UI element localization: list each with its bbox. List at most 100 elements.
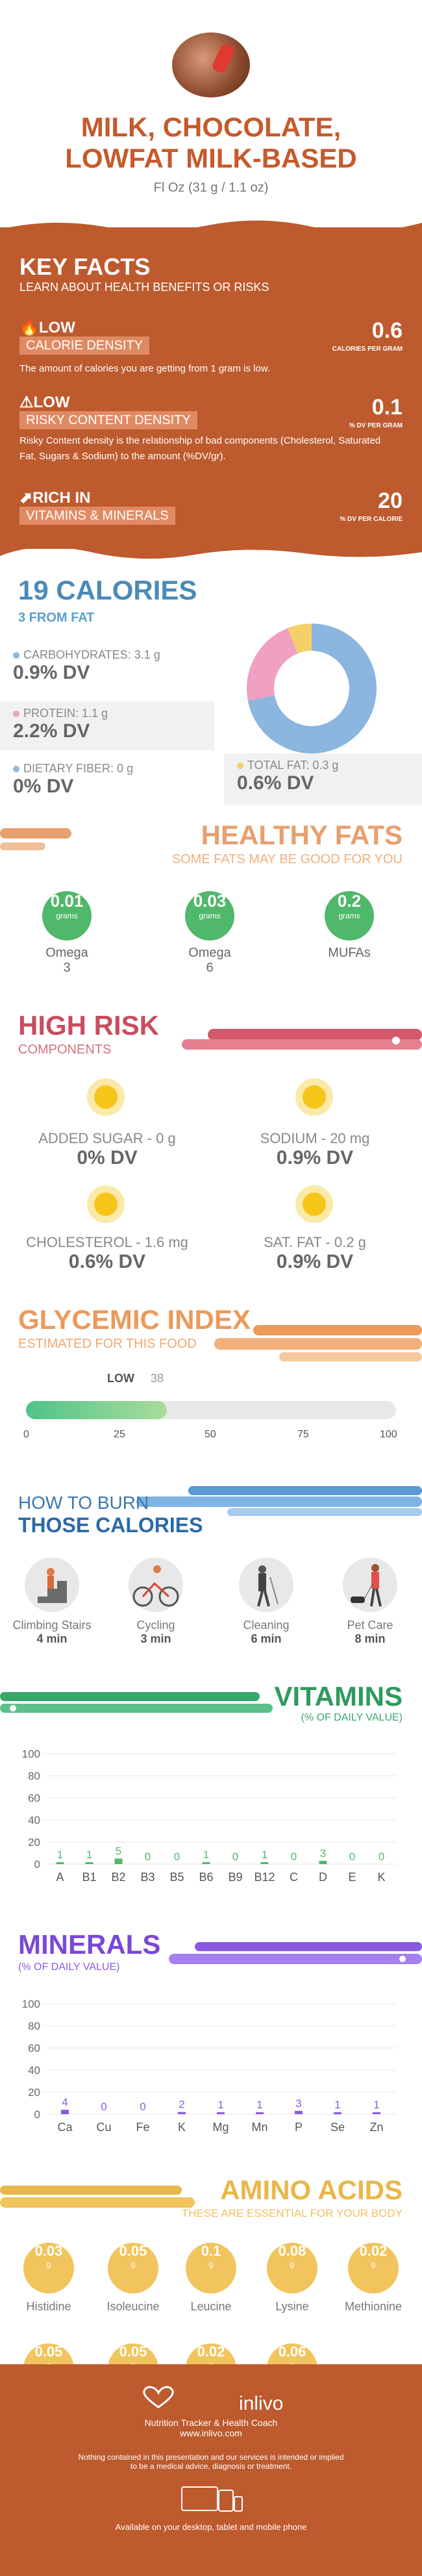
risk-label: SAT. FAT - 0.2 g xyxy=(214,1234,416,1251)
glycemic-tick: 75 xyxy=(297,1429,309,1441)
vitamin-ytick: 20 xyxy=(28,1836,40,1849)
vitamin-value-label: 1 xyxy=(86,1849,92,1861)
nutrient-label: TOTAL FAT: 0.3 g xyxy=(247,759,338,772)
risk-value: 0.9% DV xyxy=(214,1251,416,1273)
risk-cholesterol: CHOLESTEROL - 1.6 mg 0.6% DV xyxy=(6,1234,208,1273)
vitamin-ytick: 40 xyxy=(28,1814,40,1826)
key-fact-tag: CALORIE DENSITY xyxy=(19,336,149,355)
vitamin-value-label: 1 xyxy=(203,1849,209,1861)
fat-value-circle: 0.01 grams xyxy=(42,891,92,941)
key-fact-value: 20 xyxy=(305,488,403,514)
amino-name: Histidine xyxy=(10,2300,88,2314)
glycemic-subtitle: ESTIMATED FOR THIS FOOD xyxy=(18,1337,197,1352)
risk-sodium: SODIUM - 20 mg 0.9% DV xyxy=(214,1130,416,1169)
vitamin-category-label: E xyxy=(348,1871,356,1884)
vitamin-value-label: 0 xyxy=(291,1850,297,1863)
vitamin-category-label: B12 xyxy=(254,1871,275,1884)
mineral-bar xyxy=(334,2112,341,2114)
mineral-category-label: Fe xyxy=(136,2121,149,2134)
footer-disclaimer-2: to be a medical advice, diagnosis or tre… xyxy=(0,2462,422,2471)
mineral-bar xyxy=(295,2111,303,2114)
key-fact-unit: CALORIES PER GRAM xyxy=(273,346,403,353)
footer-disclaimer-1: Nothing contained in this presentation a… xyxy=(0,2453,422,2462)
glycemic-level: LOW xyxy=(107,1372,134,1385)
fat-omega6: 0.03 grams Omega 6 xyxy=(185,883,234,976)
vitamin-bar xyxy=(86,1862,93,1864)
vitamin-bar xyxy=(56,1862,64,1864)
mineral-bar xyxy=(61,2110,69,2114)
glycemic-tick: 25 xyxy=(114,1429,125,1441)
carbs-dot xyxy=(13,652,19,659)
vitamin-value-label: 0 xyxy=(349,1850,355,1863)
risk-label: SODIUM - 20 mg xyxy=(214,1130,416,1147)
mineral-value-label: 3 xyxy=(295,2097,301,2110)
burn-title-1: HOW TO BURN xyxy=(18,1493,149,1513)
activity-name: Pet Care xyxy=(325,1619,416,1632)
amino-value: 0.05 xyxy=(108,2343,158,2360)
vitamin-bar xyxy=(115,1859,123,1865)
glycemic-value: 38 xyxy=(151,1372,164,1385)
amino-item: 0.02 g Methionine xyxy=(334,2231,412,2314)
minerals-subtitle: (% OF DAILY VALUE) xyxy=(18,1962,119,1973)
vitamin-bar xyxy=(261,1862,269,1864)
nutrient-fiber: DIETARY FIBER: 0 g 0% DV xyxy=(0,757,214,805)
page-title: MILK, CHOCOLATE, LOWFAT MILK-BASED xyxy=(0,112,422,174)
amino-value: 0.05 xyxy=(23,2343,74,2360)
amino-name: Isoleucine xyxy=(94,2300,172,2314)
vitamin-ytick: 60 xyxy=(28,1792,40,1804)
nutrient-fat: TOTAL FAT: 0.3 g 0.6% DV xyxy=(224,753,422,805)
mineral-category-label: Se xyxy=(330,2121,345,2134)
mineral-category-label: Cu xyxy=(96,2121,111,2134)
footer-url[interactable]: www.inlivo.com xyxy=(0,2428,422,2438)
vitamin-category-label: K xyxy=(377,1871,385,1884)
amino-item: 0.08 g Lysine xyxy=(253,2231,331,2314)
activity-time: 6 min xyxy=(221,1632,312,1646)
vitamin-value-label: 5 xyxy=(116,1845,121,1858)
nutrient-label: DIETARY FIBER: 0 g xyxy=(23,762,133,775)
key-fact-vitamins: ⬈RICH IN VITAMINS & MINERALS xyxy=(19,488,175,524)
key-fact-value: 0.1 xyxy=(305,395,403,420)
mineral-value-label: 2 xyxy=(179,2099,184,2111)
nutrient-label: PROTEIN: 1.1 g xyxy=(23,707,108,720)
vitamin-value-label: 0 xyxy=(145,1850,151,1863)
fat-unit: grams xyxy=(185,911,234,920)
cycling-icon xyxy=(129,1558,183,1612)
amino-value-circle: 0.05g xyxy=(108,2243,158,2293)
amino-item: 0.1 g Leucine xyxy=(172,2231,250,2314)
calorie-donut-chart xyxy=(243,620,380,757)
footer-brand: inlivo xyxy=(239,2393,283,2415)
dog-walking-icon xyxy=(343,1558,397,1612)
fat-dot xyxy=(237,763,243,769)
mineral-value-label: 1 xyxy=(334,2099,340,2111)
decor-stripes xyxy=(169,1942,422,1971)
smiley-icon xyxy=(87,1078,125,1116)
risk-value: 0.6% DV xyxy=(6,1251,208,1273)
amino-unit: g xyxy=(348,2260,399,2269)
vitamin-category-label: B3 xyxy=(140,1871,155,1884)
vitamins-bar-chart: 0 20 40 60 80 100 1 A 1 B1 5 B2 0 B3 0 B5 1 B6 0 B9 1 B12 0 C 3 D… xyxy=(0,1747,422,1903)
key-fact-level: RICH IN xyxy=(32,489,90,507)
amino-value-circle: 0.1 g xyxy=(186,2243,236,2293)
risk-value: 0.9% DV xyxy=(214,1147,416,1169)
mineral-bar xyxy=(217,2112,225,2114)
wave-divider xyxy=(0,546,422,561)
decor-stripes xyxy=(0,828,78,854)
smiley-icon xyxy=(87,1185,125,1223)
serving-size: Fl Oz (31 g / 1.1 oz) xyxy=(0,181,422,196)
amino-value: 0.06 xyxy=(267,2343,317,2360)
vitamin-value-label: 1 xyxy=(57,1849,63,1861)
fat-value: 0.03 xyxy=(185,891,234,911)
footer-tagline: Nutrition Tracker & Health Coach xyxy=(0,2418,422,2428)
fat-omega3: 0.01 grams Omega 3 xyxy=(42,883,92,976)
arrow-up-icon: ⬈ xyxy=(19,489,32,507)
calories-from-fat: 3 FROM FAT xyxy=(18,611,94,625)
risk-label: ADDED SUGAR - 0 g xyxy=(6,1130,208,1147)
mineral-ytick: 100 xyxy=(22,1998,40,2010)
fat-value: 0.01 xyxy=(42,891,92,911)
flame-icon: 🔥 xyxy=(19,319,39,336)
mineral-category-label: Ca xyxy=(57,2121,73,2134)
stairs-icon xyxy=(25,1558,79,1612)
smiley-icon xyxy=(295,1078,333,1116)
mineral-value-label: 1 xyxy=(373,2099,379,2111)
